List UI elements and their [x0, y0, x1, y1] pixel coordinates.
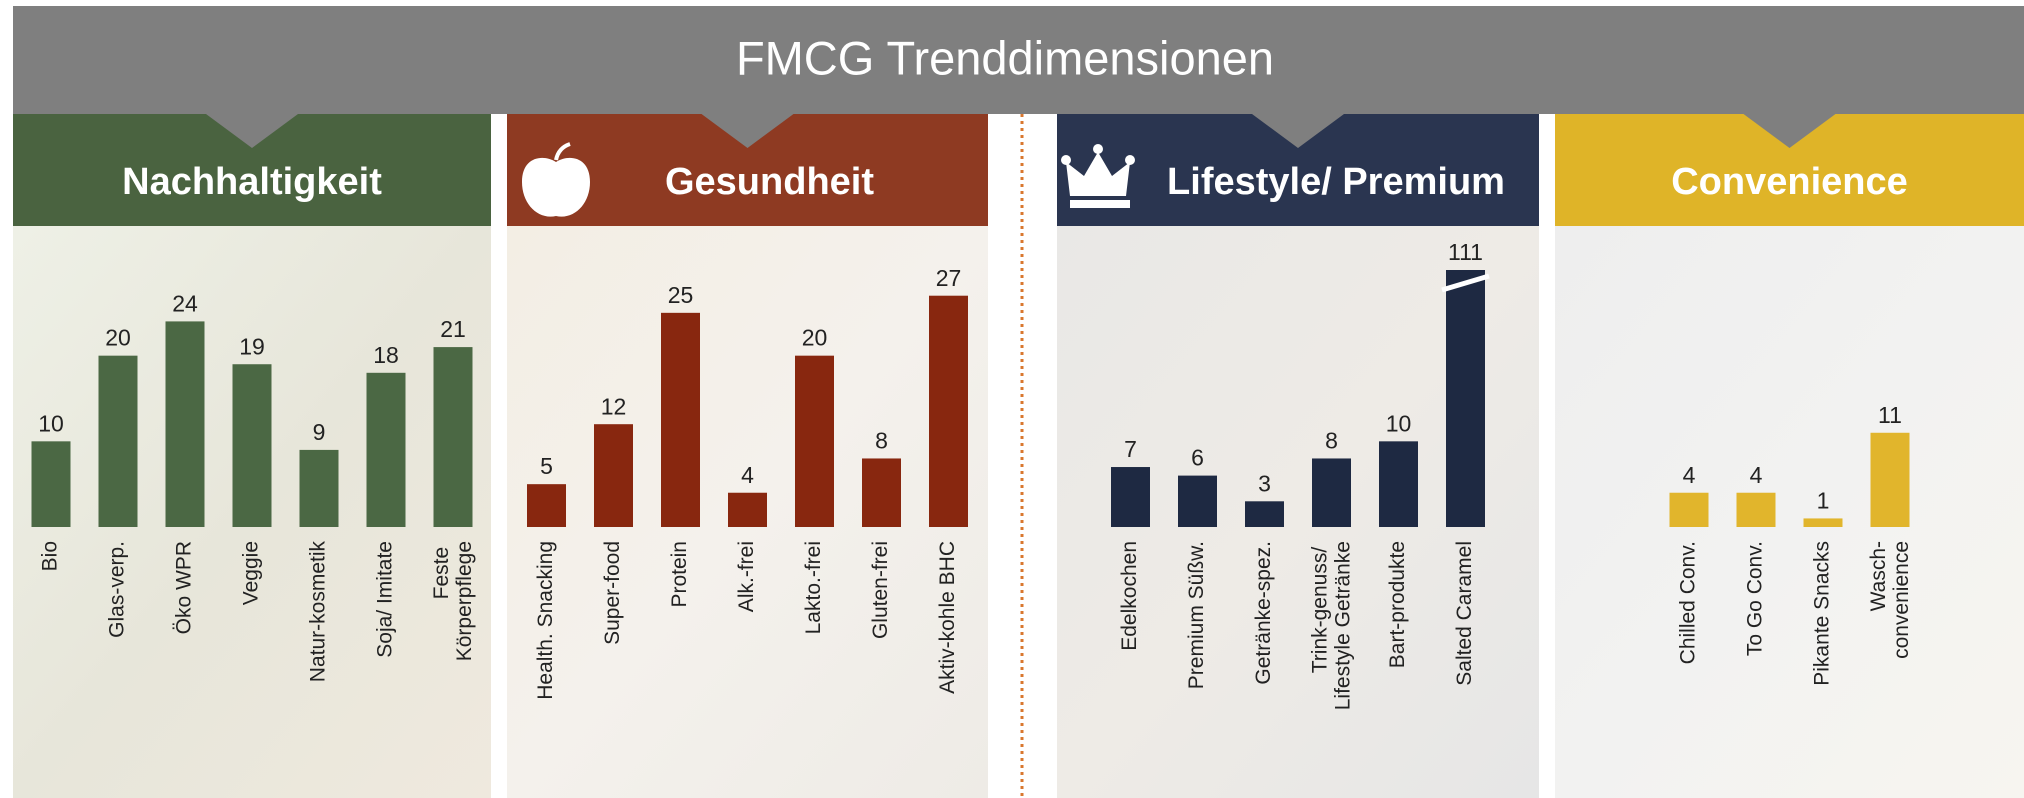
bar	[299, 449, 339, 527]
category-label: Öko WPR	[173, 541, 196, 634]
value-label: 19	[239, 333, 265, 359]
value-label: 20	[105, 325, 131, 351]
value-label: 10	[1386, 410, 1412, 436]
value-label: 4	[741, 462, 754, 488]
value-label: 12	[601, 393, 627, 419]
title-bar	[13, 6, 2024, 114]
panel-background	[1555, 226, 2024, 798]
header-notch	[206, 114, 298, 148]
value-label: 4	[1750, 462, 1763, 488]
category-label: Pikante Snacks	[1811, 541, 1834, 686]
bar	[728, 492, 767, 527]
value-label: 21	[440, 316, 466, 342]
header-notch	[1252, 114, 1344, 148]
bar	[165, 321, 205, 527]
value-label: 27	[936, 265, 962, 291]
value-label: 9	[313, 419, 326, 445]
category-label: Alk.-frei	[735, 541, 758, 612]
bar	[232, 364, 272, 527]
bar	[1111, 467, 1150, 527]
value-label: 5	[540, 453, 553, 479]
value-label: 20	[802, 325, 828, 351]
category-label: Chilled Conv.	[1677, 541, 1700, 664]
bar	[795, 355, 834, 527]
category-label: Premium Süßw.	[1185, 541, 1208, 689]
category-label: Super-food	[601, 541, 624, 645]
value-label: 111	[1448, 239, 1483, 265]
category-label: Trink-genuss/ Lifestyle Getränke	[1308, 541, 1354, 710]
bar	[1312, 458, 1351, 527]
bar	[1379, 441, 1418, 527]
bar	[1736, 492, 1776, 527]
value-label: 10	[38, 410, 64, 436]
category-label: Bart-produkte	[1386, 541, 1409, 668]
value-label: 24	[172, 290, 198, 316]
category-label: Bio	[39, 541, 62, 571]
bar	[31, 441, 71, 527]
category-label: To Go Conv.	[1744, 541, 1767, 656]
category-label: Lakto.-frei	[802, 541, 825, 634]
value-label: 25	[668, 282, 694, 308]
category-label: Wasch-convenience	[1867, 541, 1913, 659]
panel-title: Convenience	[1671, 161, 1908, 203]
category-label: Protein	[668, 541, 691, 608]
bar	[1245, 501, 1284, 527]
bar	[1446, 270, 1485, 527]
header-notch	[1743, 114, 1836, 148]
apple-icon	[522, 142, 590, 217]
header-notch	[701, 114, 794, 148]
category-label: Feste Körperpflege	[430, 541, 476, 661]
bar	[1870, 432, 1910, 527]
category-label: Aktiv-kohle BHC	[936, 541, 959, 694]
panel-title: Nachhaltigkeit	[122, 161, 382, 203]
bar	[594, 424, 633, 527]
axis-break	[1441, 273, 1490, 293]
category-label: Health. Snacking	[534, 541, 557, 700]
bar	[1669, 492, 1709, 527]
value-label: 6	[1191, 445, 1204, 471]
category-label: Glas-verp.	[106, 541, 129, 638]
value-label: 3	[1258, 470, 1271, 496]
value-label: 18	[373, 342, 399, 368]
category-label: Soja/ Imitate	[374, 541, 397, 658]
value-label: 11	[1878, 402, 1902, 428]
bar	[862, 458, 901, 527]
value-label: 8	[875, 428, 888, 454]
category-label: Gluten-frei	[869, 541, 892, 639]
value-label: 4	[1683, 462, 1696, 488]
bar	[929, 295, 968, 527]
bar	[661, 312, 700, 527]
bar	[527, 484, 566, 527]
panel-title: Lifestyle/ Premium	[1167, 161, 1505, 203]
value-label: 1	[1817, 488, 1830, 514]
page-title: FMCG Trenddimensionen	[736, 31, 1274, 84]
bar	[98, 355, 138, 527]
crown-icon	[1061, 144, 1135, 208]
category-label: Salted Caramel	[1453, 541, 1476, 686]
category-label: Veggie	[240, 541, 263, 605]
bar	[366, 372, 406, 527]
bar	[433, 347, 473, 527]
bar	[1803, 518, 1843, 527]
category-label: Getränke-spez.	[1252, 541, 1275, 685]
category-label: Edelkochen	[1118, 541, 1141, 651]
value-label: 8	[1325, 428, 1338, 454]
bar	[1178, 475, 1217, 527]
category-label: Natur-kosmetik	[307, 541, 330, 683]
value-label: 7	[1124, 436, 1137, 462]
panel-title: Gesundheit	[665, 161, 874, 203]
